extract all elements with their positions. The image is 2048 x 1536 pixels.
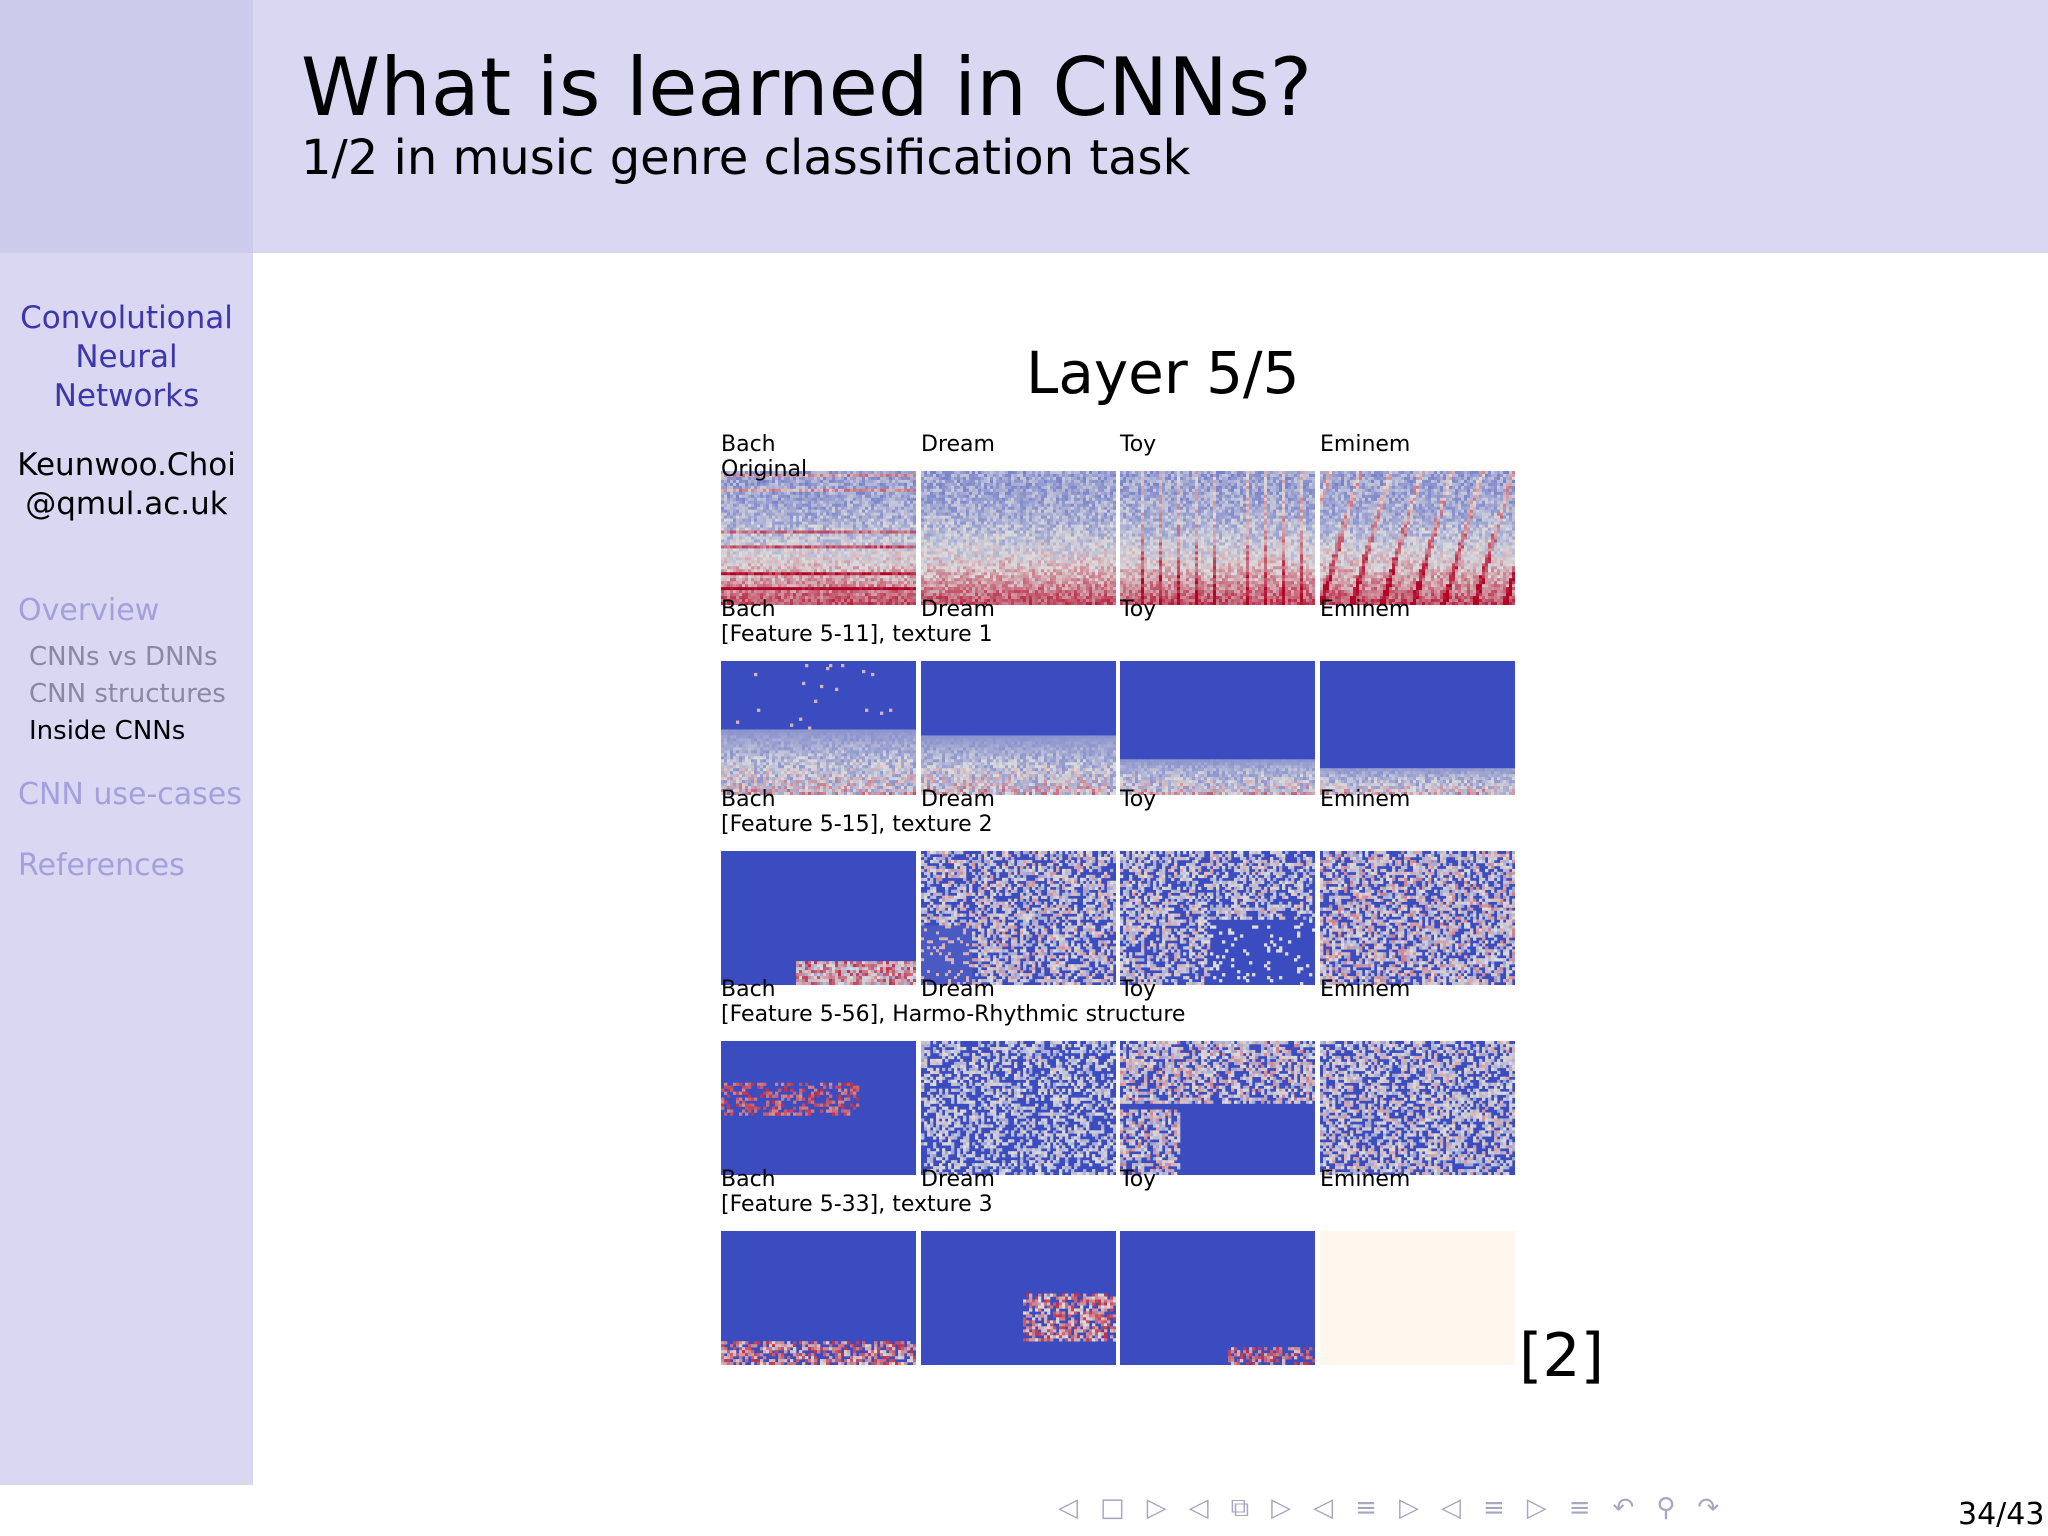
outline-icon[interactable]: ≡ [1569,1490,1591,1526]
column-label-dream: Dream [921,787,995,812]
page-icon[interactable]: ≡ [1483,1490,1505,1526]
column-label-dream: Dream [921,432,995,457]
column-label-eminem: Eminem [1320,1167,1410,1192]
row-caption: Original [721,457,807,482]
feature-map-structure-bach [721,1041,916,1175]
column-label-bach: Bach [721,977,776,1002]
feature-map-sparse-dream [921,1231,1116,1365]
sidebar-subsection-cnn-structures[interactable]: CNN structures [29,678,226,710]
slide-header [253,0,2048,253]
feature-map-structure-eminem [1320,1041,1515,1175]
feature-map-spectrogram-eminem [1320,471,1515,605]
slide-title: What is learned in CNNs? [301,40,1312,136]
column-label-eminem: Eminem [1320,597,1410,622]
column-label-toy: Toy [1120,597,1156,622]
feature-map-texture-dream [921,851,1116,985]
row-caption: [Feature 5-11], texture 1 [721,622,993,647]
sidebar-talk-title[interactable]: Convolutional Neural Networks [0,299,253,416]
feature-map-spectrogram-bach [721,471,916,605]
feature-map-low-band-bach [721,661,916,795]
column-label-dream: Dream [921,977,995,1002]
column-label-toy: Toy [1120,787,1156,812]
feature-map-texture-eminem [1320,851,1515,985]
slide-subtitle: 1/2 in music genre classification task [301,130,1190,186]
feature-map-structure-dream [921,1041,1116,1175]
next-page-icon[interactable]: ▷ [1527,1490,1547,1526]
header-corner [0,0,253,253]
prev-subsection-icon[interactable]: ◁ [1189,1490,1209,1526]
feature-map-sparse-eminem [1320,1231,1515,1365]
column-label-bach: Bach [721,597,776,622]
column-label-bach: Bach [721,1167,776,1192]
sidebar-subsection-cnns-vs-dnns[interactable]: CNNs vs DNNs [29,641,218,673]
sidebar-section-references[interactable]: References [18,848,185,884]
column-label-toy: Toy [1120,977,1156,1002]
back-icon[interactable]: ↶ [1613,1490,1635,1526]
sidebar-section-cnn-use-cases[interactable]: CNN use-cases [18,777,242,813]
feature-map-sparse-bach [721,1231,916,1365]
column-label-toy: Toy [1120,1167,1156,1192]
forward-icon[interactable]: ↷ [1697,1490,1719,1526]
feature-map-texture-toy [1120,851,1315,985]
column-label-dream: Dream [921,1167,995,1192]
column-label-dream: Dream [921,597,995,622]
column-label-eminem: Eminem [1320,977,1410,1002]
column-label-bach: Bach [721,432,776,457]
prev-frame-icon[interactable]: ◁ [1058,1490,1078,1526]
search-icon[interactable]: ⚲ [1656,1490,1675,1526]
row-caption: [Feature 5-15], texture 2 [721,812,993,837]
sidebar [0,253,253,1485]
sidebar-section-overview[interactable]: Overview [18,593,159,629]
navigation-bar: ◁ □ ▷ ◁ ⧉ ▷ ◁ ≡ ▷ ◁ ≡ ▷ ≡ ↶ ⚲ ↷ [1058,1490,1741,1526]
feature-map-texture-bach [721,851,916,985]
feature-map-spectrogram-toy [1120,471,1315,605]
citation[interactable]: [2] [1519,1320,1604,1392]
subsection-icon[interactable]: ⧉ [1231,1490,1250,1526]
feature-map-spectrogram-dream [921,471,1116,605]
feature-map-low-band-dream [921,661,1116,795]
frame-icon[interactable]: □ [1100,1490,1125,1526]
figure-title: Layer 5/5 [1026,338,1300,408]
feature-map-low-band-toy [1120,661,1315,795]
feature-map-low-band-eminem [1320,661,1515,795]
column-label-eminem: Eminem [1320,432,1410,457]
section-icon[interactable]: ≡ [1355,1490,1377,1526]
next-section-icon[interactable]: ▷ [1399,1490,1419,1526]
column-label-bach: Bach [721,787,776,812]
prev-section-icon[interactable]: ◁ [1313,1490,1333,1526]
sidebar-subsection-inside-cnns[interactable]: Inside CNNs [29,715,185,747]
sidebar-author: Keunwoo.Choi @qmul.ac.uk [0,446,253,524]
column-label-toy: Toy [1120,432,1156,457]
prev-page-icon[interactable]: ◁ [1441,1490,1461,1526]
row-caption: [Feature 5-33], texture 3 [721,1192,993,1217]
feature-map-sparse-toy [1120,1231,1315,1365]
next-subsection-icon[interactable]: ▷ [1271,1490,1291,1526]
next-frame-icon[interactable]: ▷ [1147,1490,1167,1526]
feature-map-structure-toy [1120,1041,1315,1175]
page-number: 34/43 [1958,1497,2044,1533]
column-label-eminem: Eminem [1320,787,1410,812]
row-caption: [Feature 5-56], Harmo-Rhythmic structure [721,1002,1185,1027]
